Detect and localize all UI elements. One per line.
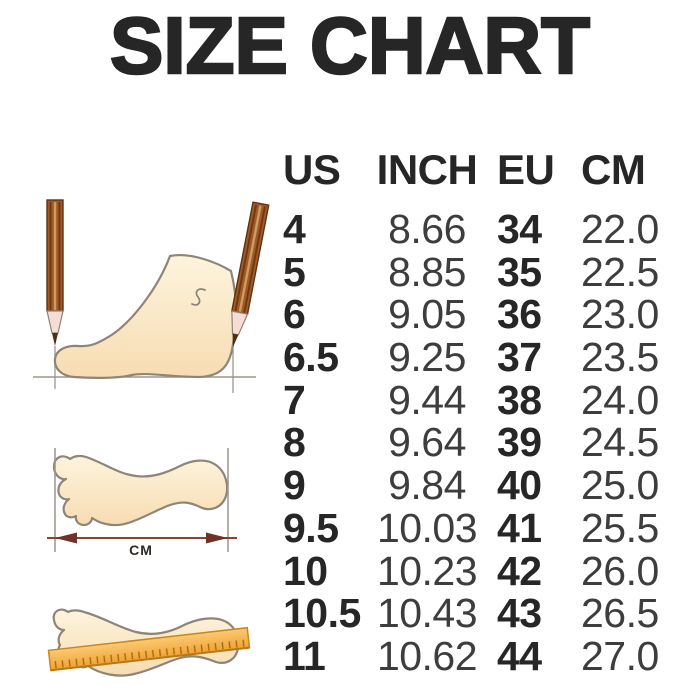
size-cell-eu: 40 bbox=[497, 462, 542, 509]
table-row: 9 9.84 40 25.0 bbox=[283, 464, 683, 507]
footprint-length-illustration: CM bbox=[47, 448, 237, 558]
size-cell-inch: 10.43 bbox=[376, 590, 478, 637]
size-cell-cm: 25.5 bbox=[581, 504, 659, 551]
size-cell-us: 11 bbox=[283, 632, 326, 679]
size-cell-eu: 43 bbox=[497, 590, 542, 637]
size-cell-inch: 9.25 bbox=[388, 334, 466, 381]
size-cell-us: 6.5 bbox=[283, 334, 339, 381]
ankle-mark bbox=[191, 288, 206, 306]
size-cell-cm: 23.0 bbox=[581, 291, 659, 338]
table-row: 11 10.62 44 27.0 bbox=[283, 635, 683, 678]
size-cell-eu: 34 bbox=[497, 206, 542, 252]
size-cell-eu: 35 bbox=[497, 248, 542, 295]
table-row: 5 8.85 35 22.5 bbox=[283, 248, 683, 295]
table-row: 8 9.64 39 24.5 bbox=[283, 421, 683, 464]
header-cell-us: US bbox=[283, 146, 341, 193]
size-cell-eu: 37 bbox=[497, 334, 542, 381]
header-cell-cm: CM bbox=[581, 146, 646, 193]
size-cell-inch: 9.05 bbox=[388, 291, 466, 338]
size-cell-us: 6 bbox=[283, 291, 306, 338]
footprint-ruler-illustration bbox=[47, 608, 251, 677]
cm-label: CM bbox=[129, 542, 153, 558]
table-row: 10 10.23 42 26.0 bbox=[283, 547, 683, 594]
size-cell-us: 10.5 bbox=[283, 590, 361, 637]
size-cell-inch: 10.03 bbox=[376, 504, 478, 551]
size-cell-cm: 25.0 bbox=[581, 462, 659, 509]
size-cell-inch: 9.84 bbox=[388, 462, 466, 509]
size-cell-cm: 26.5 bbox=[581, 590, 659, 637]
length-arrow bbox=[47, 448, 237, 552]
size-cell-us: 8 bbox=[283, 419, 306, 466]
size-cell-cm: 23.5 bbox=[581, 334, 659, 381]
size-cell-eu: 38 bbox=[497, 376, 542, 423]
size-cell-cm: 24.0 bbox=[581, 376, 659, 423]
size-cell-us: 4 bbox=[283, 206, 306, 252]
size-cell-inch: 9.64 bbox=[388, 419, 466, 466]
ruler-icon bbox=[47, 626, 251, 672]
size-cell-inch: 9.44 bbox=[388, 376, 466, 423]
table-row: 7 9.44 38 24.0 bbox=[283, 379, 683, 422]
footprint-outline bbox=[52, 454, 229, 527]
table-header-row: US INCH EU CM bbox=[283, 146, 683, 194]
size-cell-us: 10 bbox=[283, 547, 328, 594]
foot-side-measurement-illustration bbox=[33, 198, 270, 393]
header-cell-inch: INCH bbox=[376, 146, 478, 193]
size-table: US INCH EU CM 4 8.66 34 22.0 5 8.85 35 22.5 6 9.0… bbox=[283, 146, 683, 678]
size-cell-cm: 22.5 bbox=[581, 248, 659, 295]
size-cell-eu: 42 bbox=[497, 547, 542, 594]
size-cell-inch: 10.62 bbox=[376, 632, 478, 679]
size-cell-cm: 24.5 bbox=[581, 419, 659, 466]
size-cell-us: 9.5 bbox=[283, 504, 339, 551]
size-cell-eu: 39 bbox=[497, 419, 542, 466]
header-cell-eu: EU bbox=[497, 146, 555, 193]
size-cell-eu: 44 bbox=[497, 632, 542, 679]
pencil-toe-icon bbox=[45, 198, 65, 348]
size-cell-inch: 10.23 bbox=[376, 547, 478, 594]
size-cell-cm: 26.0 bbox=[581, 547, 659, 594]
size-cell-cm: 22.0 bbox=[581, 206, 659, 252]
table-row: 9.5 10.03 41 25.5 bbox=[283, 507, 683, 550]
table-row: 10.5 10.43 43 26.5 bbox=[283, 592, 683, 635]
size-cell-cm: 27.0 bbox=[581, 632, 659, 679]
table-row: 4 8.66 34 22.0 bbox=[283, 208, 683, 251]
table-row: 6 9.05 36 23.0 bbox=[283, 293, 683, 336]
size-cell-us: 7 bbox=[283, 376, 306, 423]
size-cell-inch: 8.85 bbox=[388, 248, 466, 295]
size-cell-eu: 36 bbox=[497, 291, 542, 338]
size-cell-us: 9 bbox=[283, 462, 306, 509]
table-row: 6.5 9.25 37 23.5 bbox=[283, 336, 683, 379]
size-cell-inch: 8.66 bbox=[388, 206, 466, 252]
size-cell-eu: 41 bbox=[497, 504, 542, 551]
size-rows: 4 8.66 34 22.0 5 8.85 35 22.5 6 9.05 36 23.0 6.5 9.25… bbox=[283, 208, 683, 678]
size-cell-us: 5 bbox=[283, 248, 306, 295]
page-title: SIZE CHART bbox=[109, 1, 592, 90]
foot-side-outline bbox=[53, 254, 238, 379]
